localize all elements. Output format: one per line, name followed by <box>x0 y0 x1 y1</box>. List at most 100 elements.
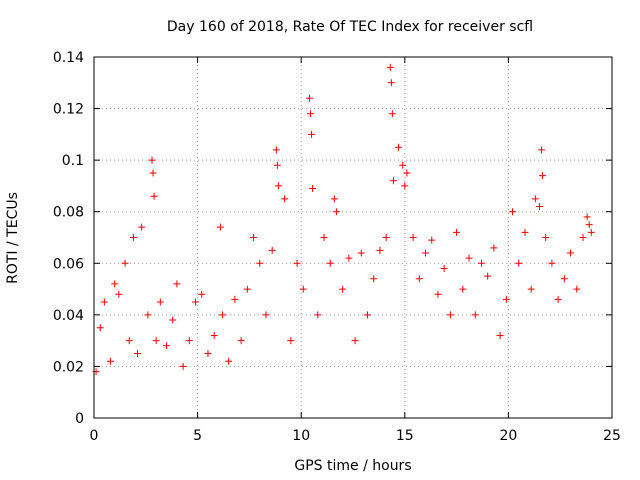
data-point <box>307 110 315 118</box>
data-point <box>152 337 160 345</box>
data-point <box>299 285 307 293</box>
data-point <box>225 357 233 365</box>
data-point <box>134 350 142 358</box>
y-tick-label: 0.06 <box>53 256 84 272</box>
data-point <box>345 254 353 262</box>
data-point <box>173 280 181 288</box>
data-point <box>364 311 372 319</box>
data-point <box>250 234 258 241</box>
data-point <box>305 94 313 102</box>
data-point <box>548 259 556 267</box>
data-point <box>579 234 587 241</box>
data-point <box>583 213 591 221</box>
data-point <box>149 169 157 177</box>
data-point <box>490 244 498 252</box>
data-point <box>326 259 334 267</box>
data-point <box>496 331 504 339</box>
x-tick-label: 15 <box>396 428 414 444</box>
y-tick-label: 0.14 <box>53 50 84 66</box>
data-point <box>509 208 517 216</box>
x-tick-label: 0 <box>90 428 99 444</box>
data-point <box>148 156 156 164</box>
data-point <box>357 249 365 257</box>
data-point <box>243 285 251 293</box>
data-point <box>539 172 547 180</box>
data-point <box>484 272 492 280</box>
data-point <box>389 177 397 185</box>
data-point <box>542 234 550 241</box>
data-point <box>125 337 133 345</box>
data-point <box>535 203 543 211</box>
data-point <box>453 228 461 236</box>
data-point <box>459 285 467 293</box>
data-point <box>144 311 152 319</box>
grid-layer <box>94 57 612 418</box>
y-axis-label: ROTI / TECUs <box>5 192 21 284</box>
data-point <box>465 254 473 262</box>
data-point <box>422 249 430 257</box>
data-point <box>262 311 270 319</box>
data-point <box>287 337 295 345</box>
data-point <box>399 161 407 169</box>
data-point <box>185 337 193 345</box>
y-tick-label: 0.04 <box>53 308 84 324</box>
data-point <box>538 146 546 154</box>
data-point <box>121 259 129 267</box>
plot-frame <box>93 56 613 419</box>
data-point <box>527 285 535 293</box>
data-point <box>231 295 239 303</box>
data-point <box>446 311 454 319</box>
data-point <box>210 331 218 339</box>
data-point <box>273 161 281 169</box>
data-point <box>150 192 158 200</box>
data-point <box>330 195 338 203</box>
data-layer <box>92 63 595 376</box>
x-tick-label: 20 <box>499 428 517 444</box>
data-point <box>100 298 108 306</box>
data-point <box>274 182 282 190</box>
data-point <box>560 275 568 283</box>
y-tick-label: 0.08 <box>53 205 84 221</box>
data-point <box>440 264 448 272</box>
data-point <box>268 246 276 254</box>
data-point <box>502 295 510 303</box>
data-point <box>434 290 442 298</box>
data-point <box>272 146 280 154</box>
data-point <box>163 342 171 350</box>
data-point <box>192 298 200 306</box>
data-point <box>386 63 394 71</box>
data-point <box>401 182 409 190</box>
data-point <box>204 350 212 358</box>
data-point <box>169 316 177 324</box>
data-point <box>129 234 137 241</box>
data-point <box>138 223 146 231</box>
data-point <box>521 228 529 236</box>
x-axis-label: GPS time / hours <box>294 458 411 474</box>
chart-title: Day 160 of 2018, Rate Of TEC Index for r… <box>167 19 533 35</box>
data-point <box>409 234 417 241</box>
data-point <box>179 362 187 370</box>
data-point <box>156 298 164 306</box>
data-point <box>531 195 539 203</box>
data-point <box>107 357 115 365</box>
data-point <box>320 234 328 241</box>
data-point <box>218 311 226 319</box>
x-tick-label: 10 <box>292 428 310 444</box>
data-point <box>376 246 384 254</box>
data-point <box>573 285 581 293</box>
data-point <box>339 285 347 293</box>
y-tick-label: 0 <box>75 411 84 427</box>
data-point <box>281 195 289 203</box>
data-point <box>308 130 316 138</box>
y-tick-label: 0.02 <box>53 359 84 375</box>
x-tick-label: 25 <box>603 428 621 444</box>
data-point <box>96 324 104 332</box>
data-point <box>567 249 575 257</box>
data-point <box>314 311 322 319</box>
data-point <box>332 208 340 216</box>
data-point <box>515 259 523 267</box>
data-point <box>387 79 395 87</box>
data-point <box>216 223 224 231</box>
data-point <box>477 259 485 267</box>
